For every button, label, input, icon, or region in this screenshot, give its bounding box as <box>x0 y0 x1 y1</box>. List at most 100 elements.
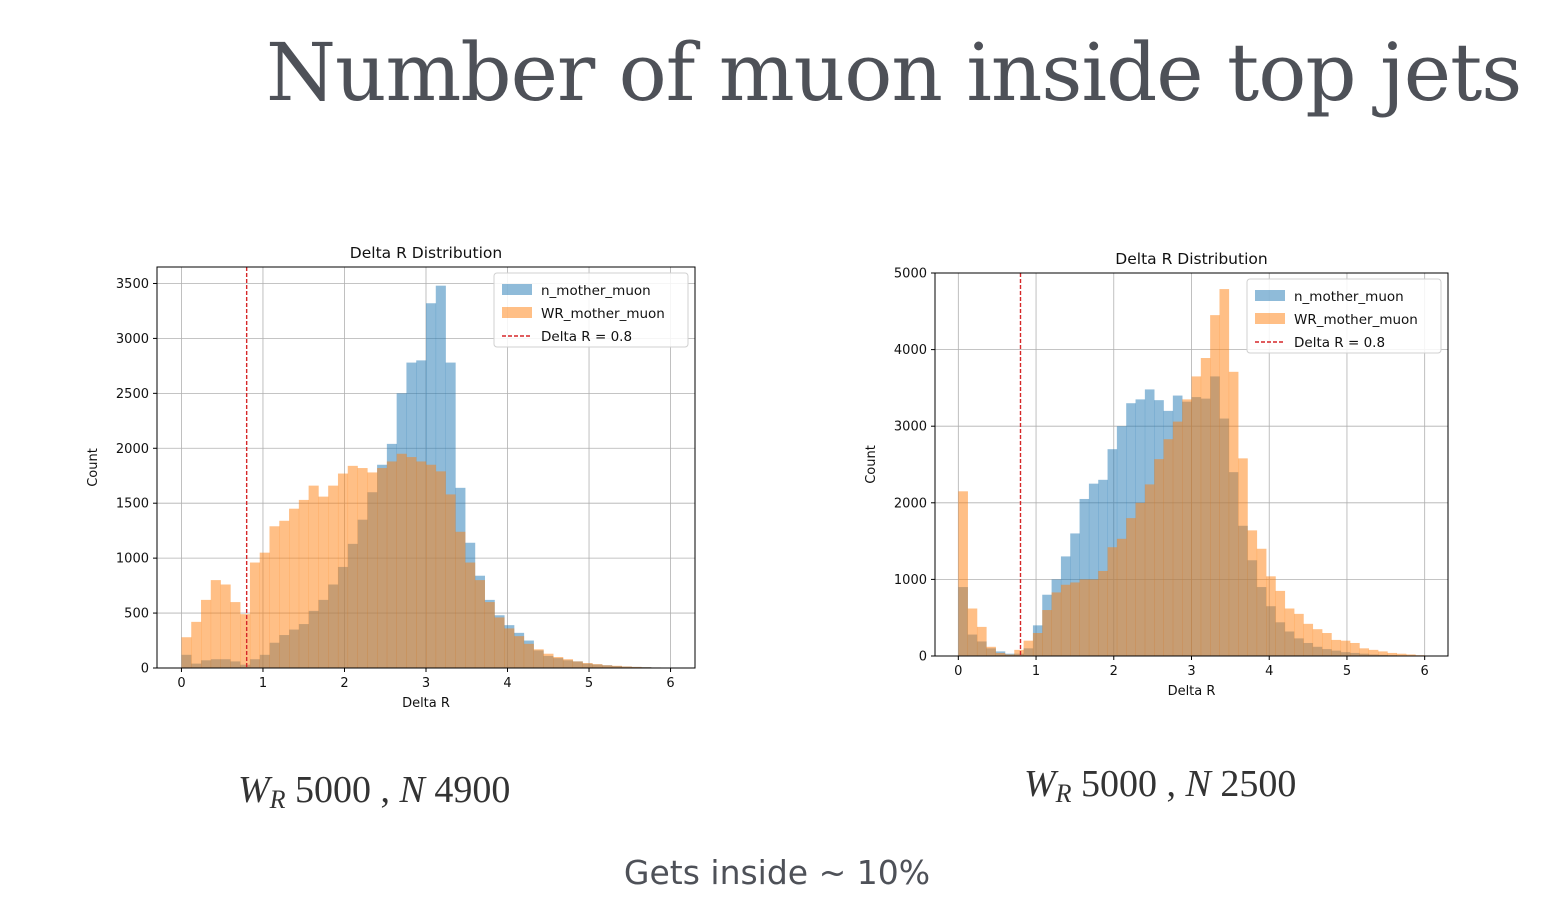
histogram-bar-wr-mother-muon <box>504 628 515 668</box>
histogram-bar-wr-mother-muon <box>220 584 231 668</box>
histogram-bar-wr-mother-muon <box>191 621 202 668</box>
x-axis-label: Delta R <box>402 696 450 711</box>
histogram-bar-wr-mother-muon <box>592 664 603 668</box>
histogram-bar-wr-mother-muon <box>1219 289 1230 656</box>
histogram-bar-wr-mother-muon <box>1210 315 1220 656</box>
histogram-bar-wr-mother-muon <box>201 599 212 668</box>
histogram-bar-wr-mother-muon <box>445 494 456 668</box>
histogram-bar-wr-mother-muon <box>995 652 1006 656</box>
histogram-bar-wr-mother-muon <box>269 526 280 668</box>
histogram-bar-wr-mother-muon <box>1023 640 1034 656</box>
histogram-bar-wr-mother-muon <box>523 643 534 668</box>
histogram-bar-wr-mother-muon <box>582 663 593 668</box>
histogram-bar-wr-mother-muon <box>1228 371 1239 656</box>
histogram-bar-n-mother-muon <box>1088 483 1099 656</box>
legend-label: n_mother_muon <box>541 283 651 299</box>
delta-r-histogram-wr5000-n4900: 0 1 2 3 4 5 6 0 500 1000 1500 2000 2500 3000 3500 Delta… <box>86 244 696 711</box>
histogram-bar-wr-mother-muon <box>976 626 987 656</box>
legend-swatch <box>1255 313 1285 324</box>
histogram-bar-wr-mother-muon <box>1340 640 1351 656</box>
y-tick-label: 0 <box>141 662 149 677</box>
histogram-bar-wr-mother-muon <box>602 665 613 668</box>
histogram-bar-wr-mother-muon <box>611 665 622 668</box>
x-tick-label: 2 <box>340 676 348 691</box>
histogram-bar-wr-mother-muon <box>967 608 978 656</box>
x-tick-label: 1 <box>1032 664 1040 679</box>
caption-w-value: 5000 <box>295 769 372 811</box>
histogram-bar-wr-mother-muon <box>426 464 437 668</box>
x-tick-label: 4 <box>503 676 511 691</box>
histogram-bar-wr-mother-muon <box>259 552 270 668</box>
histogram-bar-wr-mother-muon <box>1042 610 1052 656</box>
histogram-bar-wr-mother-muon <box>1322 633 1332 656</box>
caption-n-value: 2500 <box>1220 763 1297 805</box>
x-tick-label: 6 <box>666 676 674 691</box>
caption-n-symbol: N <box>399 769 425 811</box>
histogram-bar-wr-mother-muon <box>1154 459 1164 656</box>
histogram-bar-wr-mother-muon <box>1247 530 1258 656</box>
histogram-bar-wr-mother-muon <box>533 649 544 668</box>
histogram-bar-wr-mother-muon <box>543 653 554 668</box>
histogram-bar-wr-mother-muon <box>396 453 407 668</box>
caption-w-value: 5000 <box>1081 763 1158 805</box>
histogram-bar-wr-mother-muon <box>435 471 446 668</box>
caption-w-subscript: R <box>269 785 286 814</box>
y-tick-label: 0 <box>919 650 927 665</box>
y-tick-label: 500 <box>124 607 149 622</box>
y-tick-label: 2000 <box>894 496 927 511</box>
histogram-bar-wr-mother-muon <box>318 496 329 668</box>
histogram-bar-wr-mother-muon <box>357 468 368 668</box>
histogram-bar-wr-mother-muon <box>230 602 241 668</box>
caption-w-subscript: R <box>1055 779 1072 808</box>
histogram-bar-wr-mother-muon <box>514 636 525 668</box>
y-tick-label: 1500 <box>116 497 149 512</box>
caption-separator: , <box>1166 763 1177 805</box>
x-tick-label: 5 <box>1343 664 1351 679</box>
histogram-bar-wr-mother-muon <box>474 580 485 668</box>
y-tick-label: 1000 <box>116 552 149 567</box>
histogram-bar-wr-mother-muon <box>1256 548 1267 656</box>
histogram-bar-wr-mother-muon <box>1098 570 1108 656</box>
histogram-bar-wr-mother-muon <box>455 531 466 668</box>
histogram-bar-wr-mother-muon <box>1051 592 1062 656</box>
histogram-bar-wr-mother-muon <box>210 580 221 668</box>
histogram-bar-wr-mother-muon <box>279 520 290 668</box>
caption-w-symbol: W <box>1024 763 1056 805</box>
histogram-bar-wr-mother-muon <box>621 666 632 668</box>
caption-w-symbol: W <box>238 769 270 811</box>
x-tick-label: 6 <box>1421 664 1429 679</box>
histogram-bar-wr-mother-muon <box>1350 642 1360 656</box>
histogram-bar-wr-mother-muon <box>631 666 642 668</box>
histogram-bar-wr-mother-muon <box>1200 358 1211 656</box>
x-tick-label: 5 <box>585 676 593 691</box>
legend-box <box>1246 278 1442 354</box>
y-tick-label: 4000 <box>894 343 927 358</box>
histogram-bar-n-mother-muon <box>1098 479 1108 656</box>
histogram-bar-wr-mother-muon <box>386 461 397 668</box>
histogram-bar-wr-mother-muon <box>1079 579 1090 656</box>
histogram-bar-wr-mother-muon <box>572 661 583 668</box>
x-tick-label: 1 <box>259 676 267 691</box>
x-tick-label: 4 <box>1265 664 1273 679</box>
chart-title: Delta R Distribution <box>1115 250 1267 268</box>
y-axis-label: Count <box>86 448 101 487</box>
histogram-bar-wr-mother-muon <box>1294 613 1304 656</box>
histogram-bar-wr-mother-muon <box>1126 518 1136 656</box>
histogram-bar-wr-mother-muon <box>249 562 261 668</box>
histogram-bar-wr-mother-muon <box>1135 502 1146 656</box>
x-tick-label: 3 <box>1187 664 1195 679</box>
legend-box <box>493 272 689 348</box>
histogram-bar-wr-mother-muon <box>1060 584 1071 656</box>
histogram-bar-wr-mother-muon <box>1144 484 1155 656</box>
histogram-bar-wr-mother-muon <box>465 562 476 668</box>
legend-swatch <box>502 307 532 318</box>
histogram-bar-n-mother-muon <box>1079 498 1090 656</box>
footer-note: Gets inside ~ 10% <box>623 853 931 892</box>
legend-label: n_mother_muon <box>1294 289 1404 305</box>
histogram-bar-wr-mother-muon <box>1182 399 1192 656</box>
histogram-bar-wr-mother-muon <box>1172 421 1183 656</box>
histogram-bar-wr-mother-muon <box>562 659 574 668</box>
y-tick-label: 2000 <box>116 442 149 457</box>
x-tick-label: 3 <box>422 676 430 691</box>
histogram-bar-wr-mother-muon <box>1387 652 1397 656</box>
